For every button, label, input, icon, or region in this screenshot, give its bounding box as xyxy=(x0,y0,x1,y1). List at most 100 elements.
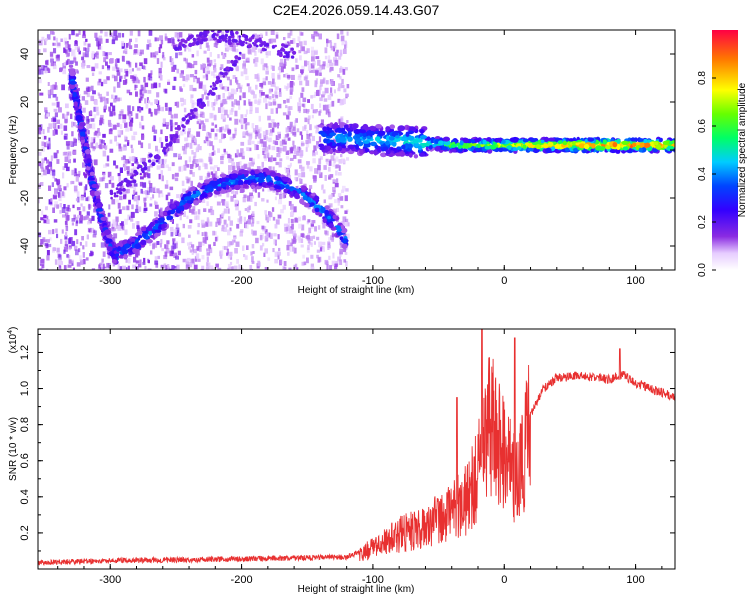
noise-cell xyxy=(246,83,250,87)
noise-cell xyxy=(171,37,175,43)
noise-cell xyxy=(220,64,224,69)
noise-cell xyxy=(74,122,77,127)
noise-cell xyxy=(300,238,304,243)
noise-cell xyxy=(170,61,175,66)
noise-cell xyxy=(312,35,315,42)
ghost-cell xyxy=(142,161,146,165)
noise-cell xyxy=(192,87,197,92)
noise-cell xyxy=(185,264,190,269)
noise-cell xyxy=(179,86,182,91)
noise-cell xyxy=(139,93,144,99)
noise-cell xyxy=(162,118,166,124)
noise-cell xyxy=(129,126,133,131)
noise-cell xyxy=(38,39,43,46)
ghost-cell xyxy=(278,53,283,58)
noise-cell xyxy=(120,109,124,114)
noise-cell xyxy=(104,52,108,57)
ghost-cell xyxy=(251,34,255,38)
noise-cell xyxy=(205,266,210,270)
noise-cell xyxy=(63,125,68,131)
ridge-cell xyxy=(167,215,174,221)
noise-cell xyxy=(75,249,79,256)
noise-cell xyxy=(254,99,257,104)
noise-cell xyxy=(221,86,225,90)
noise-cell xyxy=(183,99,187,105)
noise-cell xyxy=(125,43,129,48)
noise-cell xyxy=(217,107,221,113)
ridge-cell xyxy=(187,191,192,196)
noise-cell xyxy=(96,40,100,47)
noise-cell xyxy=(223,134,226,138)
noise-cell xyxy=(207,172,211,177)
noise-cell xyxy=(182,76,186,82)
noise-cell xyxy=(203,140,207,144)
noise-cell xyxy=(172,238,175,245)
noise-cell xyxy=(193,60,198,66)
ridge-cell xyxy=(512,147,518,152)
noise-cell xyxy=(240,148,244,154)
noise-cell xyxy=(229,227,232,232)
noise-cell xyxy=(198,241,202,247)
ridge-cell xyxy=(123,243,129,248)
noise-cell xyxy=(129,45,133,50)
noise-cell xyxy=(164,36,168,41)
ridge-cell xyxy=(122,255,128,259)
noise-cell xyxy=(317,164,321,171)
ridge-cell xyxy=(277,186,282,190)
noise-cell xyxy=(274,91,278,97)
noise-cell xyxy=(337,197,341,203)
noise-cell xyxy=(344,210,348,214)
noise-cell xyxy=(101,265,105,270)
noise-cell xyxy=(134,157,138,163)
noise-cell xyxy=(191,102,195,109)
noise-cell xyxy=(286,98,290,103)
ridge-cell xyxy=(85,165,91,171)
noise-cell xyxy=(105,248,108,253)
noise-cell xyxy=(191,246,194,252)
noise-cell xyxy=(304,60,308,67)
noise-cell xyxy=(55,228,58,233)
noise-cell xyxy=(203,208,207,212)
noise-cell xyxy=(329,42,333,49)
noise-cell xyxy=(165,149,169,153)
noise-cell xyxy=(270,108,274,114)
noise-cell xyxy=(44,157,47,161)
noise-cell xyxy=(224,201,229,207)
noise-cell xyxy=(128,62,132,68)
ridge-cell xyxy=(134,243,141,249)
noise-cell xyxy=(282,268,285,270)
noise-cell xyxy=(171,265,175,270)
noise-cell xyxy=(285,127,289,133)
noise-cell xyxy=(61,84,65,91)
noise-cell xyxy=(174,177,179,182)
noise-cell xyxy=(346,233,350,239)
noise-cell xyxy=(343,259,347,263)
noise-cell xyxy=(114,135,117,142)
noise-cell xyxy=(72,267,75,270)
noise-cell xyxy=(139,259,142,265)
noise-cell xyxy=(70,141,75,147)
noise-cell xyxy=(82,118,86,123)
x-tick-label: -100 xyxy=(362,574,384,586)
noise-cell xyxy=(161,54,165,59)
noise-cell xyxy=(326,41,329,47)
noise-cell xyxy=(60,38,63,42)
noise-cell xyxy=(115,216,119,222)
noise-cell xyxy=(288,106,293,110)
noise-cell xyxy=(272,248,275,253)
noise-cell xyxy=(322,246,325,252)
noise-cell xyxy=(292,126,296,131)
ghost-cell xyxy=(165,139,168,142)
noise-cell xyxy=(165,248,170,254)
noise-cell xyxy=(171,250,174,254)
noise-cell xyxy=(190,244,195,248)
noise-cell xyxy=(83,192,86,198)
noise-cell xyxy=(319,103,322,108)
noise-cell xyxy=(74,40,78,46)
noise-cell xyxy=(175,44,178,48)
noise-cell xyxy=(66,183,69,188)
colorbar-scale xyxy=(712,30,738,270)
ridge-cell xyxy=(79,122,86,127)
noise-cell xyxy=(299,55,302,61)
